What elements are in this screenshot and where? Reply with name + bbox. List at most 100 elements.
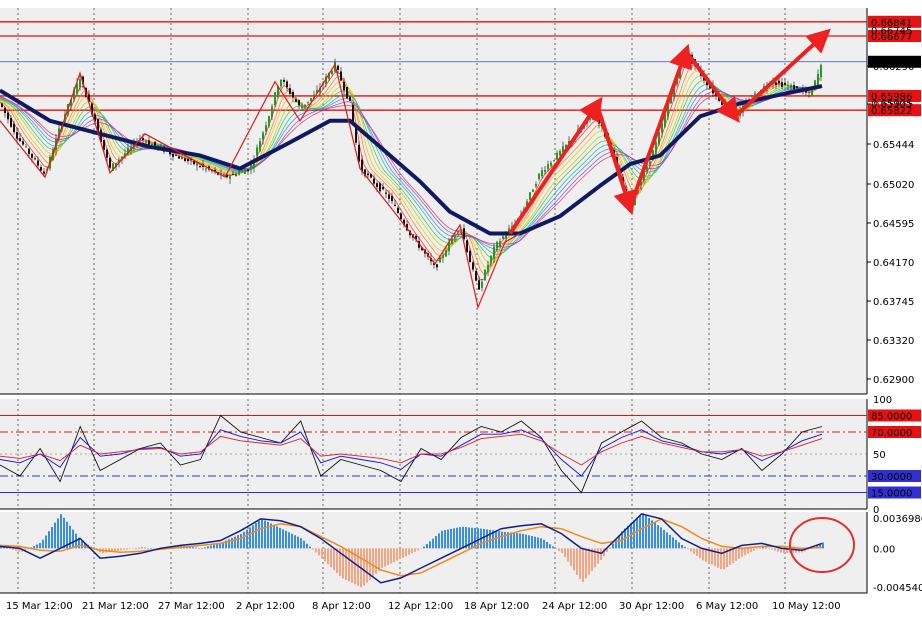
candle-body [88, 94, 90, 102]
candle-body [142, 138, 144, 140]
candle-body [277, 86, 279, 97]
macd-bar [60, 514, 62, 549]
osc-series-line [0, 429, 823, 477]
x-tick-label: 15 Mar 12:00 [6, 601, 73, 612]
candle-body [337, 65, 339, 70]
macd-bar [9, 548, 11, 550]
candle-body [331, 71, 333, 75]
candle-body [442, 255, 444, 259]
x-tick-label: 8 Apr 12:00 [312, 601, 371, 612]
macd-bar [222, 541, 224, 549]
macd-bar [150, 548, 152, 549]
candle-body [121, 156, 123, 160]
macd-bar [318, 548, 320, 556]
candle-body [145, 141, 147, 143]
macd-bar [57, 518, 59, 549]
macd-bar [756, 548, 758, 550]
macd-bar [540, 538, 542, 549]
candle-body [535, 183, 537, 187]
candle-body [283, 79, 285, 82]
candle-body [292, 91, 294, 98]
macd-bar [387, 548, 389, 566]
price-label: 0.66380 [871, 58, 912, 69]
macd-bar [123, 548, 125, 550]
macd-bar [513, 532, 515, 549]
macd-bar [111, 548, 113, 552]
candle-body [805, 90, 807, 93]
macd-bar [36, 544, 38, 549]
candle-body [82, 76, 84, 85]
candle-body [130, 146, 132, 151]
candle-body [193, 160, 195, 165]
macd-bar [753, 548, 755, 551]
macd-bar [273, 524, 275, 549]
candle-body [328, 72, 330, 79]
osc-level-box [868, 486, 921, 499]
macd-bar [261, 519, 263, 549]
level-label: 0.65822 [871, 106, 912, 117]
macd-bar [525, 534, 527, 549]
macd-bar [201, 548, 203, 549]
candle-body [154, 141, 156, 146]
candle-body [343, 81, 345, 91]
candle-body [310, 97, 312, 102]
macd-bar [342, 548, 344, 579]
candle-body [118, 160, 120, 163]
macd-bar [315, 548, 317, 553]
x-tick-label: 27 Mar 12:00 [158, 601, 225, 612]
macd-bar [12, 548, 14, 550]
macd-bar [3, 547, 5, 549]
macd-bar [507, 532, 509, 549]
candle-body [565, 144, 567, 148]
macd-bar [780, 548, 782, 553]
macd-bar [237, 535, 239, 549]
candle-body [70, 99, 72, 106]
macd-bar [612, 543, 614, 549]
macd-bar [351, 548, 353, 583]
macd-bar [450, 528, 452, 549]
macd-bar [555, 548, 557, 549]
y-tick-label: 0.62900 [873, 375, 914, 386]
macd-bar [732, 548, 734, 563]
candle-body [403, 219, 405, 225]
macd-bar [795, 548, 797, 553]
macd-bar [255, 523, 257, 549]
macd-bar [774, 548, 776, 551]
candle-body [646, 166, 648, 171]
macd-bar [645, 515, 647, 549]
x-tick-label: 12 Apr 12:00 [388, 601, 453, 612]
level-label-box [868, 30, 921, 43]
macd-bar [729, 548, 731, 566]
macd-bar [675, 539, 677, 549]
macd-bar [15, 548, 17, 551]
macd-bar [723, 548, 725, 570]
macd-bar [48, 531, 50, 549]
macd-bar [147, 548, 149, 549]
candle-body [10, 118, 12, 127]
candle-body [382, 187, 384, 190]
macd-bar [585, 548, 587, 579]
macd-bar [300, 538, 302, 549]
macd-bar [81, 541, 83, 549]
macd-bar [447, 529, 449, 549]
macd-bar [567, 548, 569, 562]
macd-bar [45, 535, 47, 549]
macd-bar [765, 547, 767, 549]
candle-body [364, 169, 366, 177]
candle-body [454, 235, 456, 238]
macd-bar [816, 545, 818, 549]
macd-bar [609, 547, 611, 549]
candle-body [340, 71, 342, 81]
osc-series-line [0, 433, 823, 466]
candle-body [505, 234, 507, 239]
candle-body [790, 84, 792, 88]
macd-bar [429, 541, 431, 549]
candle-body [280, 79, 282, 87]
candle-body [307, 101, 309, 103]
candle-body [1, 103, 3, 107]
macd-bar [744, 548, 746, 556]
macd-bar [693, 548, 695, 554]
macd-bar [708, 548, 710, 564]
macd-bar [294, 535, 296, 549]
candle-body [466, 240, 468, 253]
